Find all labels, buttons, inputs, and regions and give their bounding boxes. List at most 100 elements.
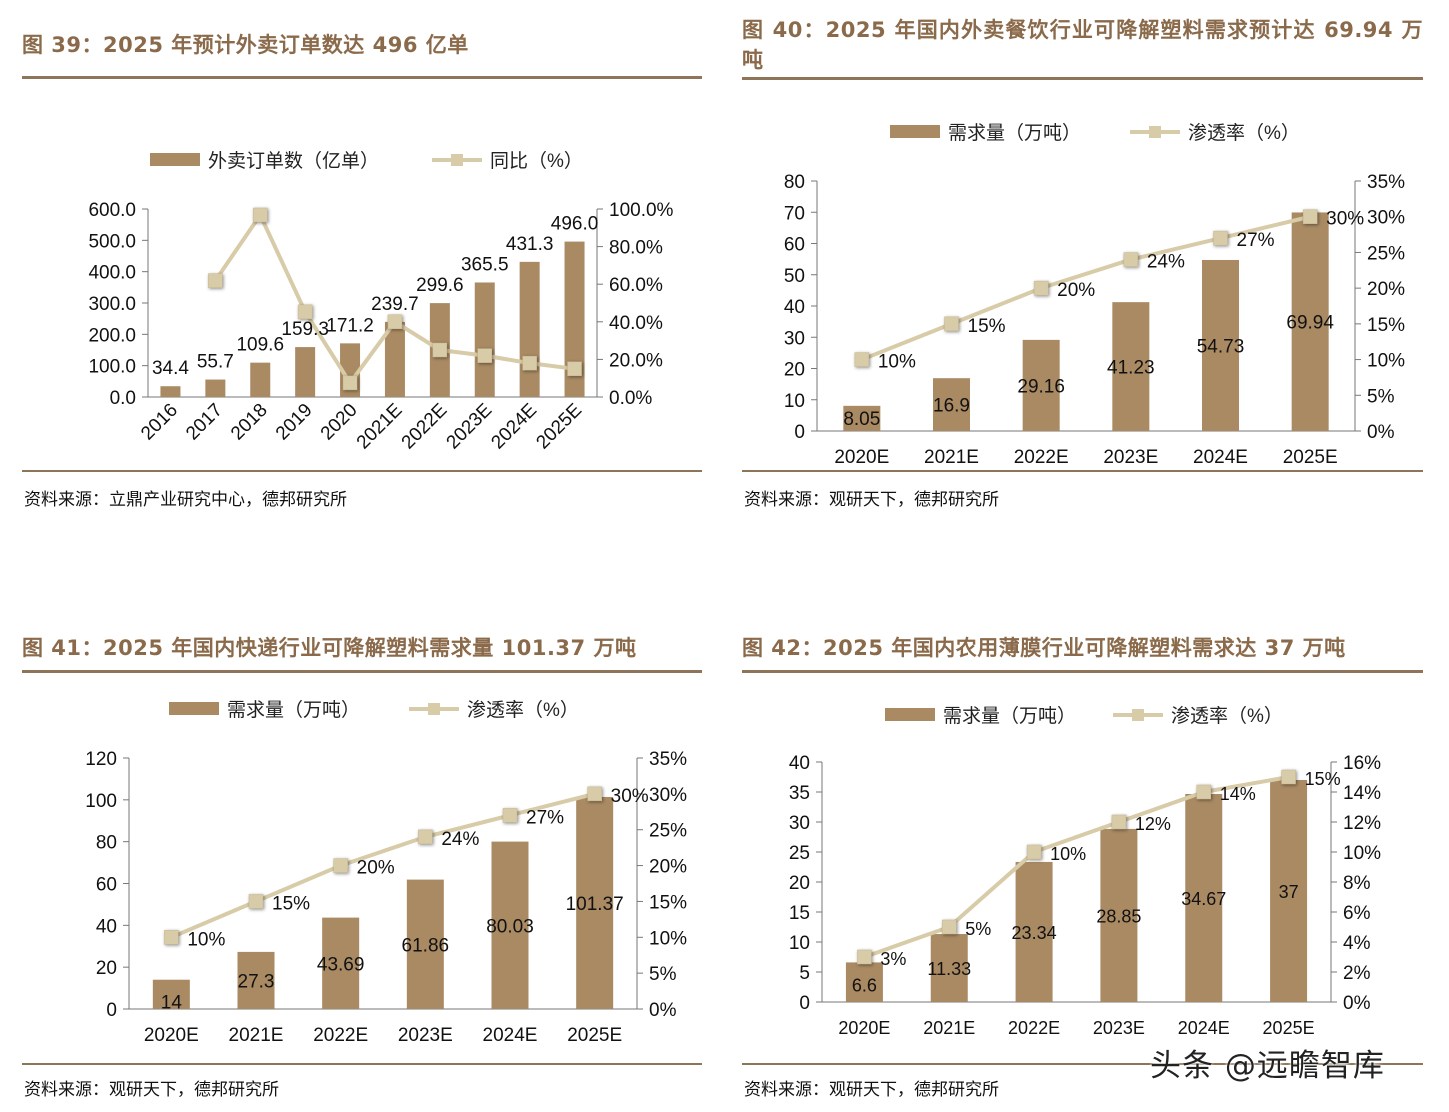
legend-line-label: 渗透率（%） <box>1188 122 1300 144</box>
line-value-label: 24% <box>1147 252 1185 273</box>
y-right-tick-label: 25% <box>649 821 687 842</box>
y-right-tick-label: 100.0% <box>609 200 674 221</box>
y-right-tick-label: 4% <box>1343 933 1371 954</box>
y-right-tick-label: 8% <box>1343 873 1371 894</box>
y-left-tick-label: 60 <box>96 875 117 896</box>
figure-title: 图 42：2025 年国内农用薄膜行业可降解塑料需求达 37 万吨 <box>742 636 1346 660</box>
y-right-tick-label: 10% <box>1367 351 1405 372</box>
bar-value-label: 14 <box>161 993 183 1014</box>
y-left-tick-label: 40 <box>789 753 810 774</box>
bar <box>491 841 529 1009</box>
y-left-tick-label: 80 <box>96 833 117 854</box>
y-right-tick-label: 0% <box>649 1000 677 1021</box>
legend-bar-label: 外卖订单数（亿单） <box>208 150 379 172</box>
bar-value-label: 299.6 <box>416 275 464 296</box>
y-right-tick-label: 60.0% <box>609 275 663 296</box>
bar-value-label: 61.86 <box>402 935 450 956</box>
bar-value-label: 239.7 <box>371 294 419 315</box>
bar <box>384 321 405 397</box>
line-series <box>861 214 1311 362</box>
y-right-tick-label: 10% <box>1343 843 1381 864</box>
bar <box>1100 828 1138 1002</box>
line-marker <box>432 342 448 358</box>
bar <box>1202 259 1239 431</box>
bar-value-label: 37 <box>1279 882 1299 902</box>
line-value-label: 10% <box>1050 844 1086 864</box>
source-note: 资料来源：观研天下，德邦研究所 <box>744 490 999 510</box>
line-marker <box>297 304 313 320</box>
bar <box>1022 339 1060 431</box>
bar <box>205 379 226 397</box>
x-tick-label: 2021E <box>353 400 407 454</box>
bar <box>295 347 316 397</box>
title-rule <box>742 670 1423 673</box>
y-right-tick-label: 20% <box>1367 279 1405 300</box>
y-left-tick-label: 50 <box>784 266 805 287</box>
line-value-label: 24% <box>441 829 479 850</box>
bar <box>1291 212 1329 431</box>
y-left-tick-label: 0 <box>794 422 805 443</box>
x-tick-label: 2025E <box>532 400 586 454</box>
y-left-tick-label: 500.0 <box>88 231 136 252</box>
bar-value-label: 11.33 <box>927 959 971 979</box>
chart-svg: 外卖订单数（亿单） 同比（%） 0.0 100.0 200.0 300.0 400.0 500… <box>88 150 674 454</box>
legend-line-marker <box>428 703 440 715</box>
line-value-label: 30% <box>611 786 649 807</box>
bar-value-label: 171.2 <box>326 315 374 336</box>
y-left-tick-label: 15 <box>789 903 810 924</box>
line-value-label: 20% <box>357 858 395 879</box>
y-left-tick-label: 35 <box>789 783 810 804</box>
line-marker <box>1196 784 1211 800</box>
bar-value-label: 28.85 <box>1096 906 1141 926</box>
bar-value-label: 6.6 <box>852 975 877 995</box>
legend-line-label: 渗透率（%） <box>467 699 579 721</box>
bar-value-label: 23.34 <box>1012 923 1057 943</box>
x-tick-label: 2022E <box>1014 447 1069 468</box>
line-marker <box>1111 814 1127 830</box>
figure-title: 图 40：2025 年国内外卖餐饮行业可降解塑料需求预计达 69.94 万吨 <box>742 18 1423 72</box>
line-value-label: 30% <box>1326 209 1364 230</box>
chart-panel-fig39: 图 39：2025 年预计外卖订单数达 496 亿单 外卖订单数（亿单） 同比（%… <box>22 30 702 510</box>
x-tick-label: 2019 <box>272 400 317 445</box>
y-right-tick-label: 5% <box>1367 386 1395 407</box>
bar-value-label: 27.3 <box>238 971 275 992</box>
x-tick-label: 2023E <box>1103 447 1158 468</box>
x-tick-label: 2020E <box>838 1018 890 1038</box>
legend-bar-swatch <box>890 125 940 138</box>
line-marker <box>857 949 872 965</box>
chart-panel-fig42: 图 42：2025 年国内农用薄膜行业可降解塑料需求达 37 万吨 需求量（万吨… <box>742 633 1423 1108</box>
line-marker <box>944 316 959 332</box>
line-marker <box>1302 209 1318 224</box>
bar-value-label: 41.23 <box>1107 358 1155 379</box>
line-marker <box>502 808 518 823</box>
x-tick-label: 2021E <box>923 1018 975 1038</box>
bar <box>152 979 190 1009</box>
bar-value-label: 16.9 <box>933 396 970 417</box>
x-tick-label: 2021E <box>924 447 979 468</box>
y-right-tick-label: 30% <box>1367 208 1405 229</box>
legend-line-marker <box>1149 126 1161 138</box>
source-note: 资料来源：观研天下，德邦研究所 <box>744 1080 999 1100</box>
legend-line-marker <box>1132 709 1144 721</box>
y-left-tick-label: 70 <box>784 203 805 224</box>
figure-title: 图 41：2025 年国内快递行业可降解塑料需求量 101.37 万吨 <box>22 636 637 660</box>
x-tick-label: 2022E <box>1008 1018 1060 1038</box>
line-value-label: 27% <box>1237 230 1275 251</box>
figure-title: 图 39：2025 年预计外卖订单数达 496 亿单 <box>22 33 469 57</box>
bar-value-label: 69.94 <box>1286 313 1334 334</box>
bar-value-label: 54.73 <box>1197 336 1245 357</box>
y-left-tick-label: 600.0 <box>88 200 136 221</box>
y-left-tick-label: 30 <box>784 328 805 349</box>
line-marker <box>253 207 268 223</box>
x-tick-label: 2025E <box>1283 447 1338 468</box>
bar <box>519 261 540 397</box>
y-right-tick-label: 0% <box>1343 993 1371 1014</box>
y-right-tick-label: 10% <box>649 928 687 949</box>
y-left-tick-label: 0 <box>799 993 810 1014</box>
line-marker <box>387 314 403 330</box>
line-marker <box>477 348 492 363</box>
y-right-tick-label: 40.0% <box>609 313 663 334</box>
legend-line-label: 同比（%） <box>490 150 583 172</box>
bar <box>1015 861 1053 1002</box>
chart-panel-fig41: 图 41：2025 年国内快递行业可降解塑料需求量 101.37 万吨 需求量（… <box>22 633 702 1108</box>
